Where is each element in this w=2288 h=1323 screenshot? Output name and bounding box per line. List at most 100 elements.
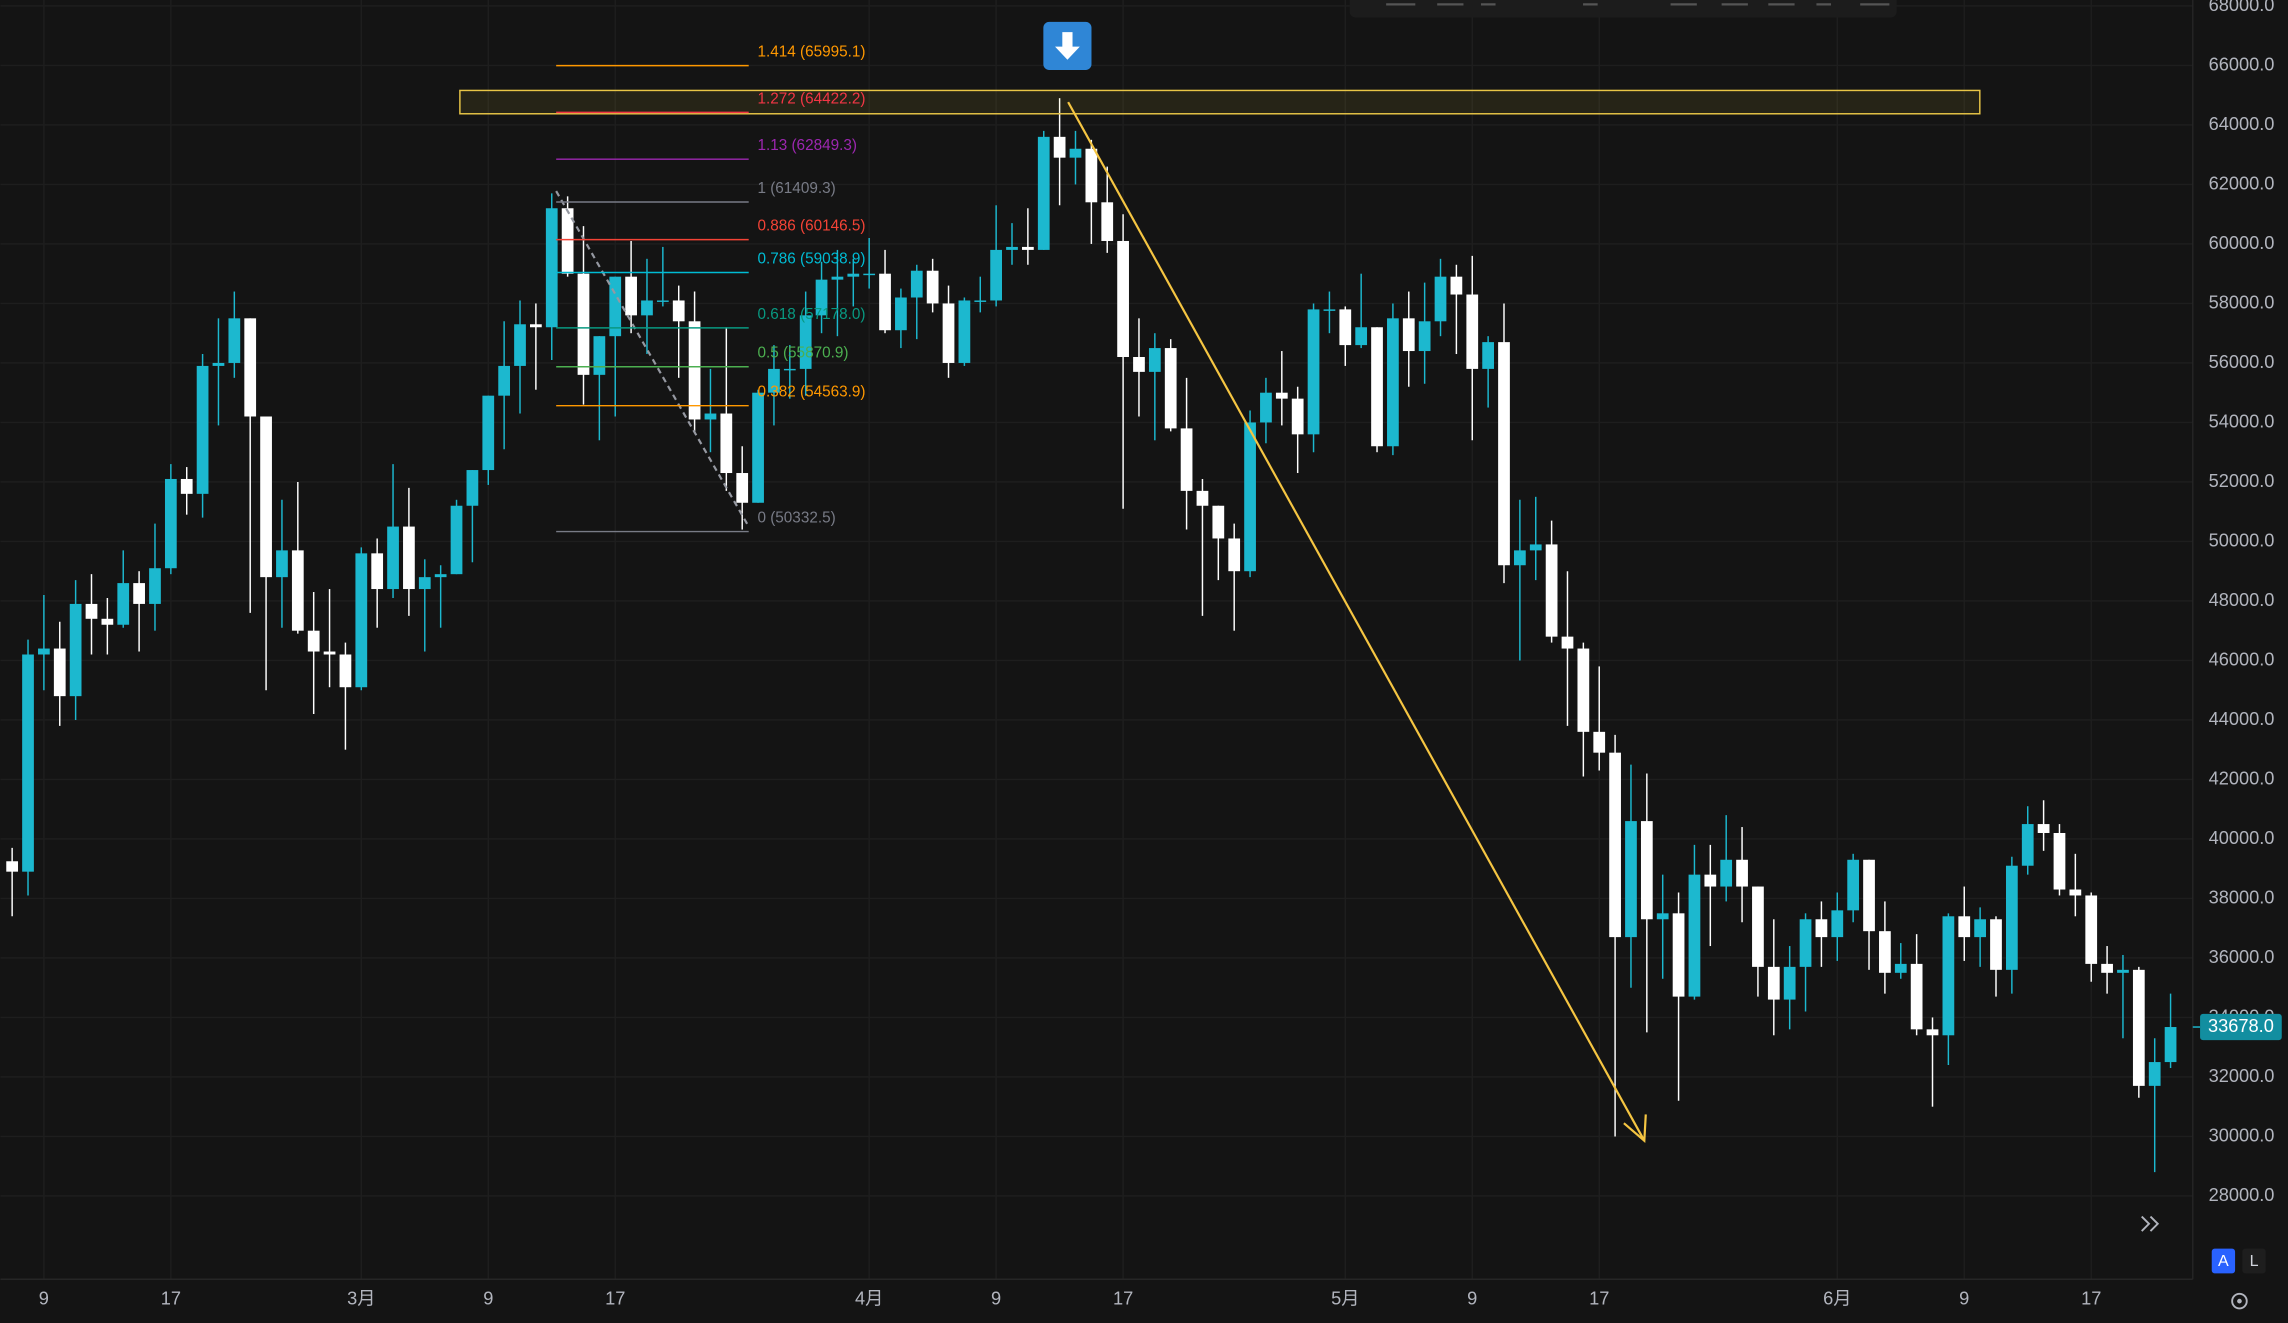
- candle-body: [752, 392, 764, 503]
- log-scale-label[interactable]: L: [2250, 1252, 2259, 1270]
- candle-body: [926, 270, 939, 304]
- candle-body: [1767, 966, 1780, 1000]
- y-tick-label: 66000.0: [2209, 53, 2275, 74]
- fib-level-label: 1.414 (65995.1): [757, 44, 865, 61]
- candle-body: [783, 368, 796, 371]
- candle-body: [1847, 859, 1860, 911]
- y-tick-label: 46000.0: [2209, 648, 2275, 669]
- candle-body: [1291, 398, 1304, 435]
- candle-body: [1069, 148, 1082, 158]
- candle-body: [1545, 544, 1558, 637]
- auto-scale-label[interactable]: A: [2218, 1252, 2229, 1270]
- down-arrow-icon: [1055, 32, 1080, 60]
- candle-body: [1133, 356, 1145, 372]
- candle-body: [1783, 966, 1796, 1000]
- fib-level-label: 1.13 (62849.3): [757, 137, 857, 154]
- candle-body: [561, 208, 574, 274]
- candle-body: [2148, 1062, 2161, 1086]
- candle-body: [672, 300, 685, 322]
- candle-body: [1275, 392, 1288, 399]
- candle-body: [1244, 422, 1256, 572]
- candle-body: [577, 273, 590, 375]
- candle-body: [85, 603, 98, 619]
- scroll-right-button[interactable]: [2141, 1215, 2160, 1232]
- candle-body: [1990, 919, 2002, 970]
- candle-body: [1752, 886, 1764, 967]
- candle-body: [149, 568, 161, 604]
- candle-body: [1863, 859, 1875, 932]
- settings-button[interactable]: [2231, 1292, 2248, 1310]
- candle-body: [6, 861, 19, 872]
- candle-body: [2101, 963, 2113, 973]
- candle-body: [799, 315, 812, 369]
- candle-body: [2069, 889, 2082, 896]
- candle-body: [1577, 648, 1590, 732]
- candle-body: [1180, 428, 1193, 491]
- candle-body: [133, 583, 145, 604]
- candle-body: [1101, 202, 1114, 241]
- candle-body: [1482, 342, 1494, 369]
- candle-body: [2005, 865, 2018, 970]
- y-tick-label: 36000.0: [2209, 946, 2275, 967]
- x-tick-label: 4月: [855, 1287, 883, 1308]
- candle-body: [958, 300, 971, 363]
- x-tick-label: 5月: [1331, 1287, 1359, 1308]
- x-tick-label: 9: [483, 1287, 493, 1308]
- sell-signal: [1043, 21, 1092, 71]
- projection-arrow: [1067, 101, 1646, 1142]
- candle-body: [498, 365, 511, 396]
- candle-body: [387, 526, 399, 590]
- candle-body: [1609, 752, 1621, 938]
- axes: 28000.030000.032000.034000.036000.038000…: [39, 0, 2282, 1308]
- candle-body: [1498, 342, 1510, 566]
- candle-body: [656, 300, 669, 302]
- candle-body: [1704, 874, 1717, 887]
- candle-body: [212, 362, 225, 366]
- candle-body: [545, 208, 558, 328]
- fib-level-label: 0.886 (60146.5): [757, 218, 865, 235]
- candle-body: [1625, 821, 1637, 938]
- candle-body: [450, 505, 463, 575]
- candle-body: [1879, 931, 1891, 973]
- candle-body: [910, 270, 923, 298]
- candle-body: [1117, 240, 1129, 357]
- y-tick-label: 38000.0: [2209, 886, 2275, 907]
- fib-trend-line: [555, 190, 750, 528]
- fib-level-label: 0.786 (59038.9): [757, 250, 865, 267]
- candle-body: [2021, 824, 2034, 866]
- drawings: [459, 89, 1981, 1143]
- candle-body: [514, 324, 526, 366]
- candle-body: [1339, 309, 1352, 346]
- x-tick-label: 17: [1589, 1287, 1609, 1308]
- candle-body: [466, 470, 479, 506]
- candle-body: [974, 300, 987, 302]
- candle-body: [117, 583, 130, 625]
- auto-scale-button[interactable]: [2211, 1248, 2236, 1274]
- y-tick-label: 62000.0: [2209, 172, 2275, 193]
- log-scale-button[interactable]: [2242, 1248, 2266, 1274]
- candle-body: [641, 300, 653, 316]
- candle-body: [244, 318, 257, 417]
- candle-body: [720, 413, 733, 474]
- candle-body: [38, 648, 50, 655]
- candle-body: [1085, 148, 1098, 203]
- x-tick-label: 17: [605, 1287, 625, 1308]
- fib-level-label: 0.382 (54563.9): [757, 384, 865, 401]
- candle-body: [260, 416, 272, 578]
- candle-body: [1561, 636, 1574, 649]
- fib-level-label: 0.618 (57178.0): [757, 306, 865, 323]
- candle-body: [1736, 859, 1748, 887]
- candle-body: [418, 577, 431, 590]
- candle-body: [1355, 327, 1368, 346]
- x-tick-label: 17: [161, 1287, 181, 1308]
- candle-body: [2085, 895, 2098, 964]
- candle-body: [403, 526, 415, 590]
- y-tick-label: 54000.0: [2209, 410, 2275, 431]
- candle-body: [1942, 916, 1955, 1036]
- toolbar-bg: [1349, 0, 1897, 18]
- last-price-label: 33678.0: [2208, 1015, 2274, 1036]
- y-tick-label: 44000.0: [2209, 708, 2275, 729]
- y-tick-label: 42000.0: [2209, 767, 2275, 788]
